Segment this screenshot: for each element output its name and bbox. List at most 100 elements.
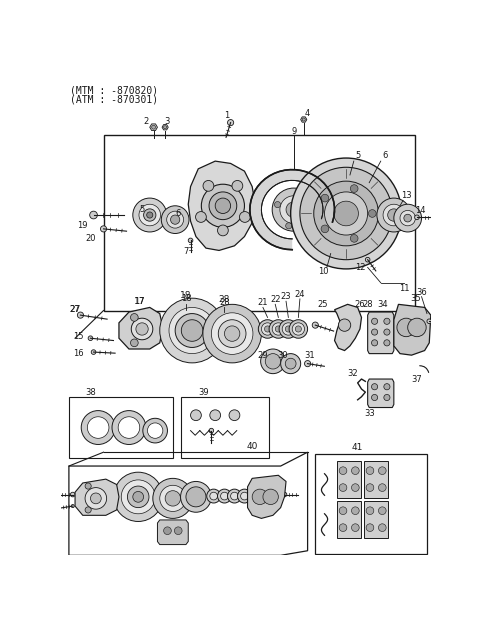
Circle shape: [88, 336, 93, 341]
Circle shape: [265, 354, 281, 369]
Circle shape: [240, 492, 248, 500]
Circle shape: [167, 211, 184, 228]
Polygon shape: [394, 305, 431, 355]
Circle shape: [165, 490, 180, 506]
Circle shape: [238, 489, 252, 503]
Text: 30: 30: [277, 351, 288, 361]
Circle shape: [85, 507, 91, 513]
Text: 36: 36: [416, 288, 427, 296]
Circle shape: [275, 202, 281, 208]
Circle shape: [388, 209, 400, 221]
Circle shape: [378, 484, 386, 492]
Circle shape: [186, 487, 206, 507]
Circle shape: [304, 361, 311, 367]
Polygon shape: [150, 124, 157, 130]
Circle shape: [188, 238, 193, 243]
Circle shape: [152, 125, 156, 129]
Circle shape: [339, 467, 347, 474]
Circle shape: [383, 204, 405, 226]
Circle shape: [295, 326, 301, 332]
Circle shape: [296, 190, 302, 197]
Circle shape: [127, 486, 149, 507]
Circle shape: [351, 467, 359, 474]
Circle shape: [378, 524, 386, 532]
Circle shape: [240, 212, 250, 222]
Circle shape: [378, 507, 386, 515]
Circle shape: [408, 318, 426, 337]
Bar: [364, 461, 388, 499]
Text: 18: 18: [180, 291, 192, 300]
Circle shape: [229, 410, 240, 421]
Text: 17: 17: [134, 297, 145, 306]
Text: 15: 15: [73, 332, 84, 341]
Circle shape: [279, 319, 298, 338]
Circle shape: [170, 215, 180, 224]
Text: 27: 27: [70, 305, 81, 314]
Circle shape: [191, 410, 201, 421]
Bar: [180, 397, 269, 459]
Circle shape: [100, 226, 107, 232]
Polygon shape: [75, 479, 119, 515]
Circle shape: [225, 326, 240, 341]
Circle shape: [384, 318, 390, 324]
Polygon shape: [368, 312, 394, 354]
Circle shape: [281, 354, 300, 374]
Circle shape: [280, 196, 308, 223]
Polygon shape: [335, 305, 361, 351]
Circle shape: [427, 319, 432, 324]
Circle shape: [147, 423, 163, 438]
Circle shape: [147, 212, 153, 218]
Circle shape: [131, 318, 153, 339]
Circle shape: [291, 158, 402, 269]
Circle shape: [143, 418, 168, 443]
Circle shape: [139, 204, 160, 226]
Circle shape: [131, 314, 138, 321]
Circle shape: [136, 323, 148, 335]
Text: 25: 25: [318, 300, 328, 309]
Circle shape: [133, 492, 144, 502]
Text: 6: 6: [382, 151, 387, 160]
Circle shape: [384, 394, 390, 401]
Circle shape: [302, 118, 305, 121]
Polygon shape: [69, 452, 308, 555]
Circle shape: [210, 492, 217, 500]
Circle shape: [218, 319, 246, 348]
Circle shape: [272, 323, 285, 335]
Polygon shape: [300, 117, 307, 122]
Circle shape: [372, 339, 378, 346]
Text: 28: 28: [219, 295, 230, 305]
Circle shape: [384, 384, 390, 390]
Circle shape: [289, 319, 308, 338]
Circle shape: [377, 198, 411, 232]
Text: 9: 9: [291, 127, 296, 135]
Circle shape: [211, 313, 253, 354]
Circle shape: [384, 339, 390, 346]
Circle shape: [372, 394, 378, 401]
Circle shape: [174, 527, 182, 535]
Circle shape: [217, 225, 228, 236]
Text: 1: 1: [224, 111, 229, 120]
Circle shape: [351, 484, 359, 492]
Bar: [315, 454, 427, 554]
Circle shape: [300, 167, 392, 260]
Circle shape: [324, 192, 368, 235]
Text: 21: 21: [258, 298, 268, 307]
Circle shape: [366, 507, 374, 515]
Circle shape: [263, 489, 278, 505]
Text: 35: 35: [410, 294, 420, 303]
Text: 32: 32: [347, 369, 358, 378]
Text: 26: 26: [355, 300, 365, 309]
Text: 10: 10: [318, 266, 328, 276]
Circle shape: [153, 479, 193, 519]
Circle shape: [217, 489, 231, 503]
Circle shape: [195, 212, 206, 222]
Circle shape: [261, 349, 285, 374]
Circle shape: [262, 323, 274, 335]
Circle shape: [415, 215, 419, 220]
Text: 28: 28: [219, 298, 230, 307]
Text: 31: 31: [304, 351, 314, 361]
Bar: [337, 461, 361, 499]
Circle shape: [164, 527, 171, 535]
Circle shape: [258, 319, 277, 338]
Circle shape: [207, 489, 221, 503]
